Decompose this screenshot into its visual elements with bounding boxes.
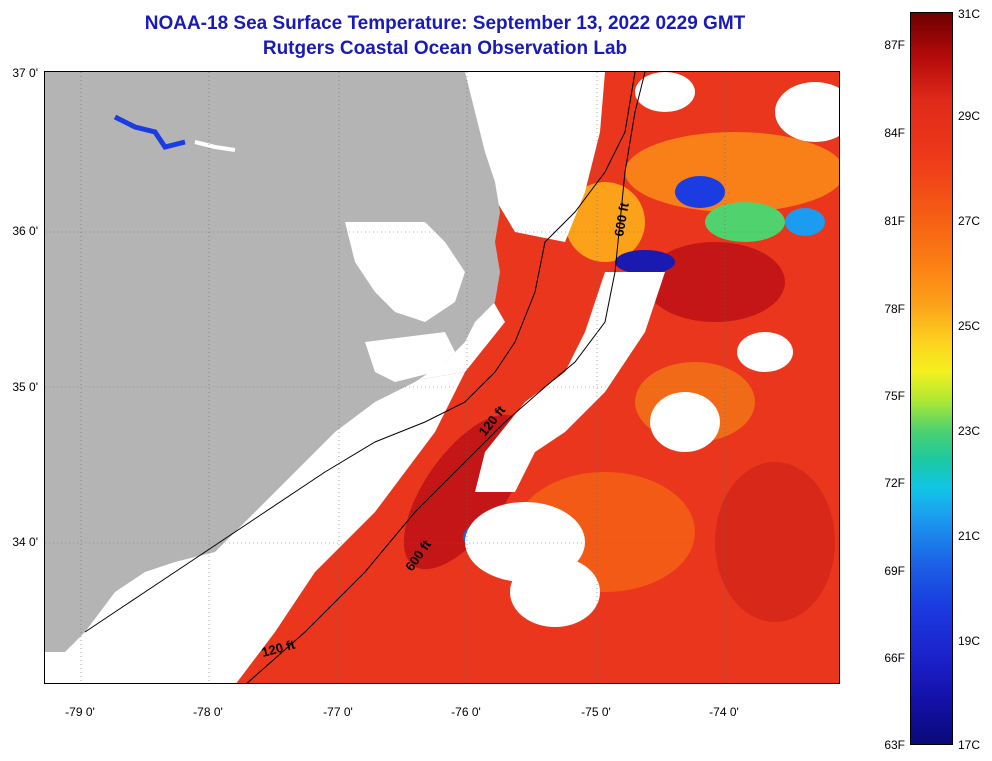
sst-hot-region xyxy=(645,242,785,322)
colorbar-f-label: 69F xyxy=(884,564,905,578)
lat-label-34: 34 0' xyxy=(12,535,38,549)
inland-water xyxy=(345,222,465,322)
lon-label-76: -76 0' xyxy=(451,705,481,719)
lon-label-78: -78 0' xyxy=(193,705,223,719)
lon-label-74: -74 0' xyxy=(709,705,739,719)
sst-cool-patch xyxy=(785,208,825,236)
cloud-cover xyxy=(510,557,600,627)
cloud-cover xyxy=(45,372,465,683)
colorbar-f-label: 66F xyxy=(884,651,905,665)
sst-cold-patch xyxy=(675,176,725,208)
cloud-cover xyxy=(650,392,720,452)
colorbar-f-label: 81F xyxy=(884,214,905,228)
sst-map: 600 ft 120 ft 600 ft 120 ft xyxy=(44,71,840,684)
colorbar-f-label: 75F xyxy=(884,389,905,403)
map-title: NOAA-18 Sea Surface Temperature: Septemb… xyxy=(144,13,746,34)
inland-water xyxy=(365,332,455,382)
river-cloud xyxy=(194,140,236,152)
colorbar-f-label: 78F xyxy=(884,302,905,316)
isobath-600-line xyxy=(246,72,646,683)
temperature-colorbar xyxy=(910,12,953,745)
lat-label-36: 36 0' xyxy=(12,224,38,238)
isobath-label: 600 ft xyxy=(611,201,632,238)
colorbar-c-label: 29C xyxy=(958,109,981,123)
cloud-cover xyxy=(775,82,839,142)
map-subtitle: Rutgers Coastal Ocean Observation Lab xyxy=(262,38,628,59)
colorbar-f-label: 63F xyxy=(884,738,905,752)
sst-map-canvas: 600 ft 120 ft 600 ft 120 ft xyxy=(45,72,839,683)
isobath-120-line xyxy=(84,72,636,633)
sst-cool-patch xyxy=(705,202,785,242)
cloud-cover xyxy=(737,332,793,372)
colorbar-c-label: 27C xyxy=(958,214,981,228)
lat-label-35: 35 0' xyxy=(12,380,38,394)
sst-orange-region xyxy=(565,182,645,262)
sst-hot-region xyxy=(715,462,835,622)
cloud-cover xyxy=(635,72,695,112)
lon-label-79: -79 0' xyxy=(65,705,95,719)
colorbar-f-label: 87F xyxy=(884,38,905,52)
cloud-cover xyxy=(465,72,605,242)
land-mass xyxy=(45,72,500,652)
colorbar-c-label: 25C xyxy=(958,319,981,333)
colorbar-c-label: 19C xyxy=(958,634,981,648)
lon-label-77: -77 0' xyxy=(323,705,353,719)
colorbar-c-label: 21C xyxy=(958,529,981,543)
colorbar-c-label: 31C xyxy=(958,7,981,21)
sst-orange-region xyxy=(625,132,839,212)
colorbar-c-label: 23C xyxy=(958,424,981,438)
cloud-cover xyxy=(475,272,665,492)
lon-label-75: -75 0' xyxy=(581,705,611,719)
colorbar-f-label: 84F xyxy=(884,126,905,140)
lat-label-37: 37 0' xyxy=(12,66,38,80)
colorbar-c-label: 17C xyxy=(958,738,981,752)
colorbar-f-label: 72F xyxy=(884,476,905,490)
river-sst xyxy=(113,114,186,150)
sst-cold-patch xyxy=(615,250,675,274)
